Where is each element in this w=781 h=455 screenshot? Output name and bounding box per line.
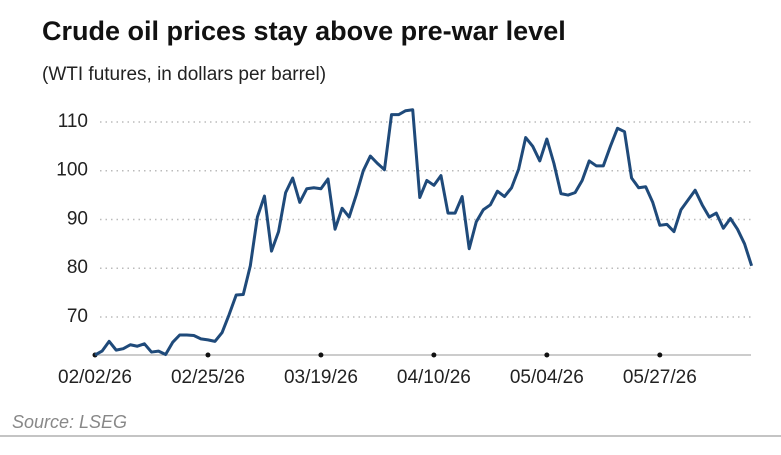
y-tick-label: 90 [67, 208, 88, 229]
x-tick-label: 04/10/26 [397, 367, 471, 388]
x-tick-mark [657, 352, 663, 358]
x-tick-label: 02/02/26 [58, 367, 132, 388]
y-tick-label: 110 [58, 111, 88, 132]
x-tick-label: 05/04/26 [510, 367, 584, 388]
chart-title: Crude oil prices stay above pre-war leve… [42, 16, 566, 46]
x-tick-mark [205, 352, 211, 358]
y-tick-label: 100 [56, 160, 88, 181]
x-tick-mark [318, 352, 324, 358]
x-tick-label: 05/27/26 [623, 367, 697, 388]
x-tick-mark [431, 352, 437, 358]
y-tick-label: 80 [67, 257, 88, 278]
x-tick-label: 02/25/26 [171, 367, 245, 388]
x-tick-label: 03/19/26 [284, 367, 358, 388]
x-tick-mark [544, 352, 550, 358]
source: Source: LSEG [12, 412, 127, 432]
price-line [94, 108, 754, 357]
y-tick-label: 70 [67, 306, 88, 327]
chart-subtitle: (WTI futures, in dollars per barrel) [42, 64, 326, 85]
